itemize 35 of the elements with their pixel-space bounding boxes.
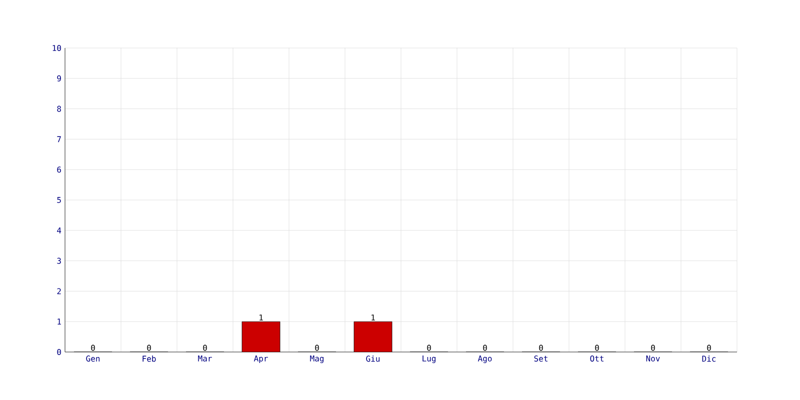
y-tick-label: 8 <box>57 106 61 112</box>
y-tick-label: 3 <box>57 258 61 264</box>
data-label: 0 <box>707 344 711 351</box>
data-label: 0 <box>91 344 95 351</box>
x-tick-label: Lug <box>422 356 436 364</box>
x-tick-label: Ago <box>478 356 492 364</box>
y-tick-label: 2 <box>57 288 61 294</box>
data-label: 0 <box>483 344 487 351</box>
y-tick-label: 6 <box>57 166 61 173</box>
data-label: 0 <box>203 344 207 351</box>
data-label: 0 <box>427 344 431 351</box>
data-label: 0 <box>315 344 319 351</box>
x-tick-label: Set <box>534 356 548 362</box>
y-tick-label: 10 <box>52 44 61 52</box>
data-label: 0 <box>539 344 543 351</box>
x-tick-label: Feb <box>142 356 156 362</box>
y-tick-label: 9 <box>57 75 61 82</box>
y-tick-label: 0 <box>57 348 61 356</box>
data-label: 1 <box>260 314 263 320</box>
x-tick-label: Nov <box>646 356 660 362</box>
x-tick-label: Gen <box>86 356 100 362</box>
x-tick-label: Giu <box>366 356 380 362</box>
x-tick-label: Mar <box>198 356 212 362</box>
x-tick-label: Apr <box>254 356 268 364</box>
y-tick-label: 7 <box>57 136 61 142</box>
x-tick-label: Mag <box>310 356 324 364</box>
data-label: 1 <box>372 314 375 320</box>
x-tick-label: Ott <box>590 356 604 362</box>
y-tick-label: 4 <box>57 227 62 234</box>
y-tick-label: 1 <box>58 318 61 325</box>
data-label: 0 <box>595 344 599 351</box>
y-tick-label: 5 <box>57 197 61 203</box>
x-tick-label: Dic <box>702 356 716 362</box>
data-label: 0 <box>651 344 655 351</box>
data-label: 0 <box>147 344 151 351</box>
